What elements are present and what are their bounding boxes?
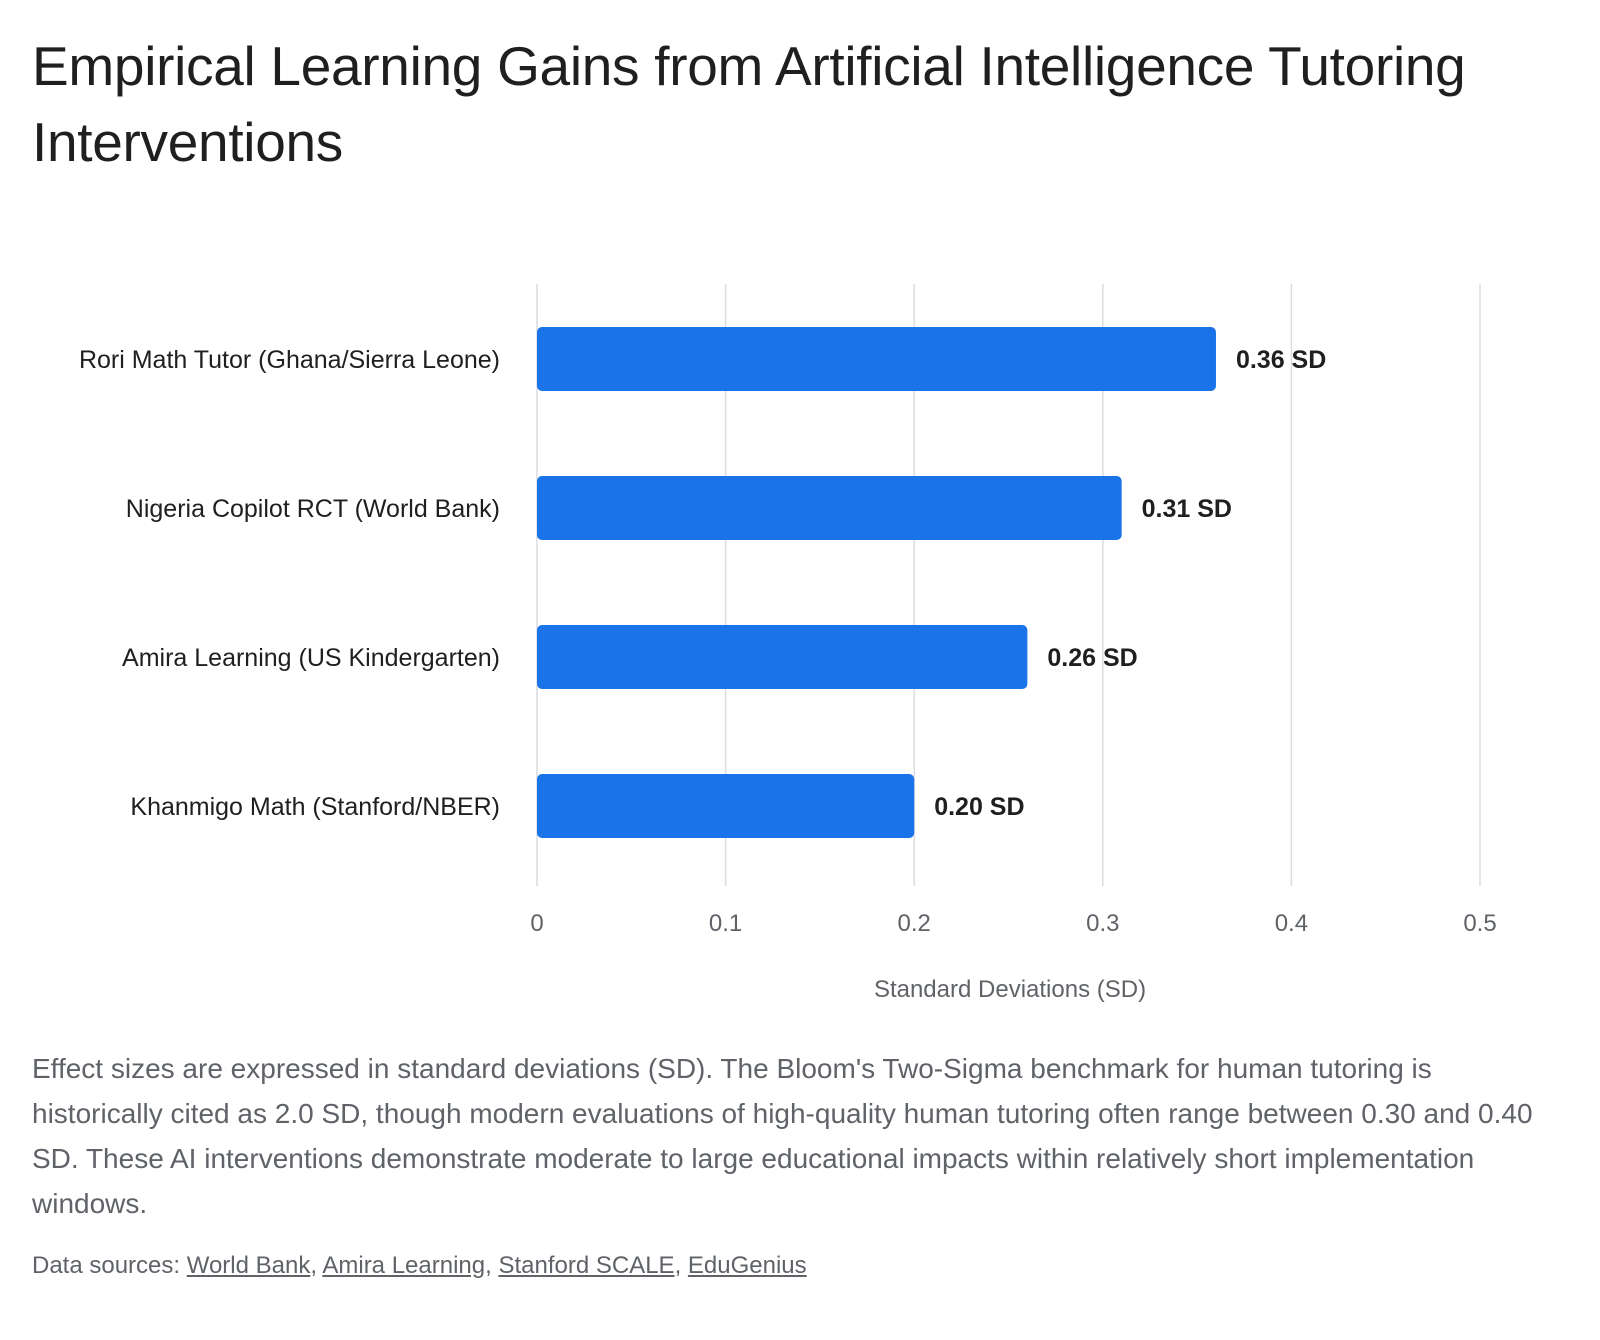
data-sources-prefix: Data sources: <box>32 1252 187 1279</box>
x-tick-label: 0.1 <box>709 910 742 937</box>
bar[interactable] <box>537 774 915 838</box>
data-label: 0.36 SD <box>1236 346 1326 374</box>
chart-title: Empirical Learning Gains from Artificial… <box>32 35 1466 173</box>
x-tick-label: 0.4 <box>1275 910 1308 937</box>
bars <box>537 327 1216 838</box>
source-link-amira-learning[interactable]: Amira Learning <box>322 1252 486 1279</box>
category-label: Rori Math Tutor (Ghana/Sierra Leone) <box>79 346 500 374</box>
category-label: Amira Learning (US Kindergarten) <box>122 644 500 672</box>
x-tick-label: 0.2 <box>898 910 931 937</box>
data-label: 0.31 SD <box>1142 495 1232 523</box>
x-tick-label: 0 <box>530 910 543 937</box>
source-separator: , <box>485 1252 499 1279</box>
source-link-edugenius[interactable]: EduGenius <box>687 1252 807 1279</box>
category-label: Nigeria Copilot RCT (World Bank) <box>126 495 500 523</box>
bar-chart: 0 0.1 0.2 0.3 0.4 0.5 Rori Math Tutor (Ghana/S… <box>79 284 1497 1003</box>
source-link-world-bank[interactable]: World Bank <box>186 1252 311 1279</box>
bar[interactable] <box>537 327 1216 391</box>
source-separator: , <box>310 1252 323 1279</box>
labels: 0 0.1 0.2 0.3 0.4 0.5 Rori Math Tutor (Ghana/S… <box>79 346 1497 937</box>
source-link-stanford-scale[interactable]: Stanford SCALE <box>498 1252 675 1279</box>
category-label: Khanmigo Math (Stanford/NBER) <box>130 793 500 821</box>
data-label: 0.20 SD <box>934 793 1024 821</box>
source-separator: , <box>674 1252 688 1279</box>
bar[interactable] <box>537 476 1122 540</box>
x-axis-title: Standard Deviations (SD) <box>874 976 1146 1003</box>
data-label: 0.26 SD <box>1047 644 1137 672</box>
bar[interactable] <box>537 625 1028 689</box>
x-tick-label: 0.5 <box>1463 910 1496 937</box>
data-sources: Data sources: World Bank, Amira Learning… <box>32 1248 807 1284</box>
x-tick-label: 0.3 <box>1086 910 1119 937</box>
footnote: Effect sizes are expressed in standard d… <box>32 1053 1533 1219</box>
